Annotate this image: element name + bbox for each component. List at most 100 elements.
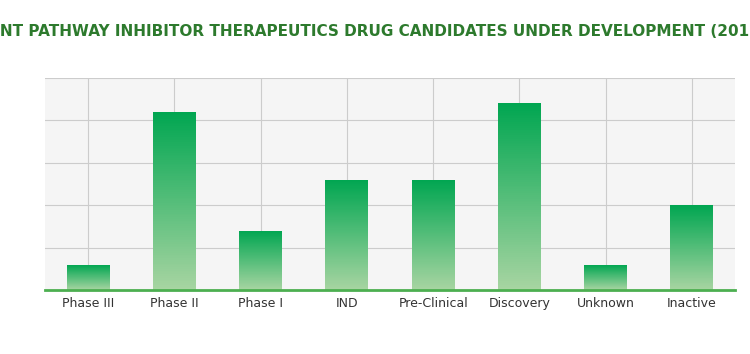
Bar: [670, 209, 713, 210]
Bar: [412, 258, 454, 259]
Bar: [670, 275, 713, 276]
Bar: [326, 187, 368, 188]
Bar: [239, 284, 282, 285]
Bar: [498, 197, 541, 199]
Bar: [412, 259, 454, 261]
Bar: [498, 169, 541, 171]
Bar: [412, 226, 454, 227]
Bar: [498, 188, 541, 189]
Bar: [153, 187, 196, 189]
Bar: [326, 261, 368, 262]
Bar: [239, 258, 282, 259]
Bar: [239, 282, 282, 283]
Bar: [239, 272, 282, 273]
Bar: [498, 281, 541, 283]
Bar: [412, 278, 454, 279]
Bar: [153, 289, 196, 290]
Bar: [153, 260, 196, 262]
Bar: [498, 105, 541, 107]
Bar: [153, 265, 196, 267]
Bar: [326, 239, 368, 241]
Bar: [670, 236, 713, 237]
Bar: [326, 188, 368, 189]
Bar: [670, 240, 713, 241]
Bar: [498, 283, 541, 285]
Bar: [239, 241, 282, 242]
Bar: [498, 175, 541, 176]
Bar: [412, 218, 454, 219]
Bar: [153, 156, 196, 158]
Bar: [412, 255, 454, 256]
Bar: [326, 284, 368, 285]
Bar: [670, 228, 713, 229]
Bar: [670, 207, 713, 208]
Bar: [498, 273, 541, 275]
Bar: [670, 219, 713, 220]
Bar: [670, 289, 713, 290]
Bar: [412, 190, 454, 191]
Bar: [412, 273, 454, 274]
Bar: [412, 207, 454, 209]
Bar: [153, 121, 196, 122]
Bar: [239, 251, 282, 252]
Bar: [326, 246, 368, 247]
Bar: [670, 244, 713, 245]
Bar: [412, 200, 454, 201]
Bar: [326, 268, 368, 269]
Bar: [239, 261, 282, 262]
Bar: [670, 252, 713, 253]
Bar: [670, 227, 713, 228]
Bar: [153, 122, 196, 124]
Bar: [153, 228, 196, 230]
Bar: [670, 248, 713, 249]
Bar: [326, 203, 368, 204]
Bar: [153, 256, 196, 258]
Bar: [498, 103, 541, 105]
Bar: [153, 217, 196, 219]
Bar: [326, 193, 368, 194]
Bar: [498, 120, 541, 122]
Bar: [239, 243, 282, 244]
Bar: [326, 273, 368, 274]
Bar: [153, 206, 196, 208]
Bar: [153, 267, 196, 269]
Bar: [153, 119, 196, 121]
Bar: [239, 236, 282, 237]
Bar: [153, 114, 196, 115]
Bar: [670, 211, 713, 212]
Bar: [153, 117, 196, 119]
Bar: [326, 213, 368, 214]
Bar: [153, 124, 196, 126]
Bar: [498, 245, 541, 247]
Bar: [153, 189, 196, 190]
Bar: [412, 184, 454, 185]
Bar: [498, 116, 541, 118]
Bar: [326, 206, 368, 207]
Bar: [326, 257, 368, 258]
Bar: [498, 165, 541, 167]
Bar: [326, 191, 368, 192]
Bar: [239, 253, 282, 254]
Bar: [498, 247, 541, 249]
Bar: [670, 237, 713, 238]
Bar: [239, 250, 282, 251]
Bar: [412, 276, 454, 277]
Bar: [153, 247, 196, 249]
Bar: [498, 244, 541, 245]
Bar: [498, 191, 541, 193]
Bar: [326, 281, 368, 282]
Bar: [670, 284, 713, 285]
Bar: [153, 233, 196, 235]
Bar: [153, 137, 196, 139]
Bar: [412, 204, 454, 205]
Bar: [412, 248, 454, 250]
Bar: [153, 224, 196, 226]
Bar: [498, 232, 541, 234]
Bar: [326, 201, 368, 202]
Bar: [670, 238, 713, 239]
Bar: [412, 229, 454, 231]
Bar: [326, 192, 368, 193]
Bar: [670, 241, 713, 242]
Bar: [153, 171, 196, 172]
Bar: [498, 159, 541, 161]
